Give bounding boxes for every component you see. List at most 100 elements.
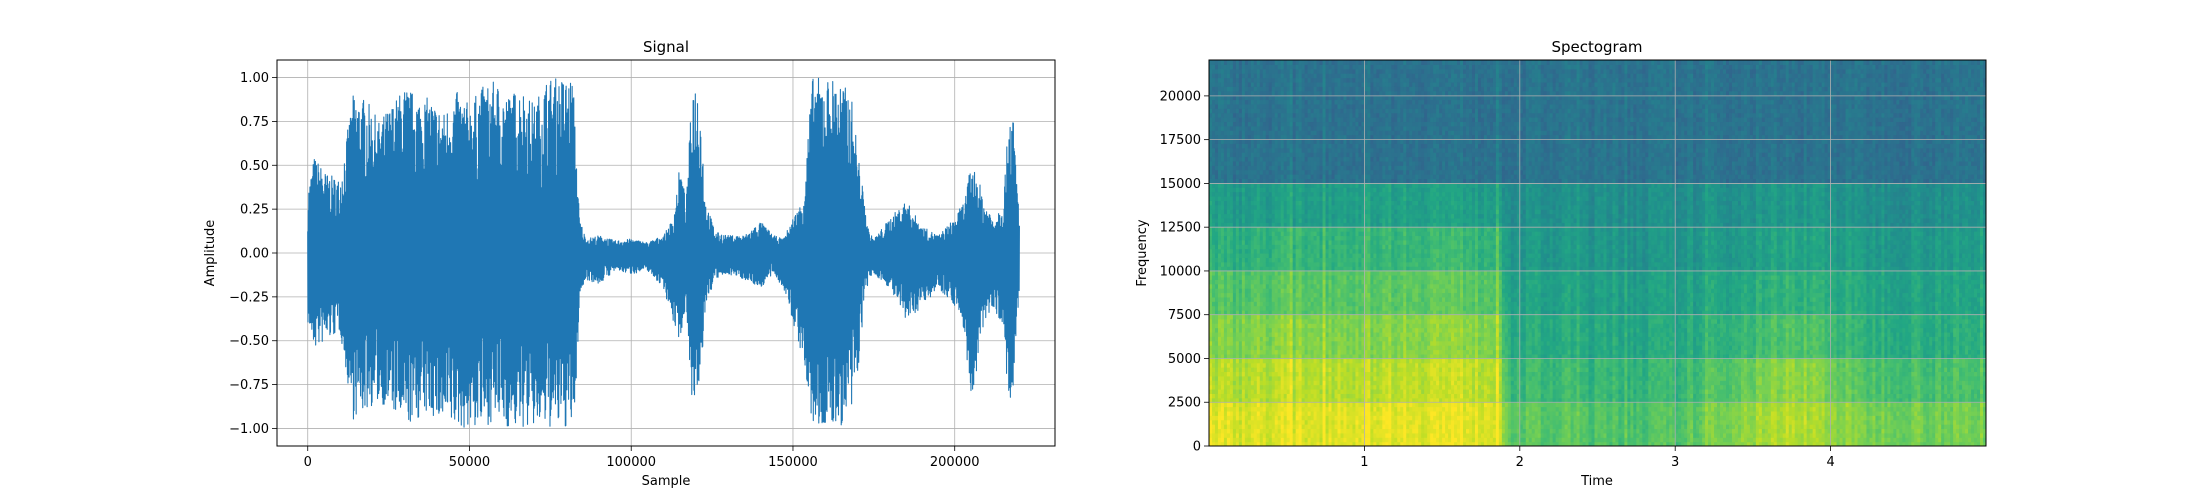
spectrogram-cell [1274, 314, 1279, 320]
spectrogram-cell [1247, 301, 1252, 307]
spectrogram-cell [1295, 130, 1300, 136]
spectrogram-cell [1268, 86, 1273, 92]
spectrogram-cell [1229, 274, 1234, 280]
spectrogram-cell [1271, 253, 1276, 258]
spectrogram-cell [1304, 349, 1309, 355]
spectrogram-cell [1226, 432, 1231, 438]
spectrogram-cell [1235, 248, 1240, 254]
spectrogram-cell [1292, 182, 1297, 188]
spectrogram-cell [1295, 314, 1300, 320]
spectrogram-cell [1319, 432, 1324, 438]
spectrogram-cell [1301, 253, 1306, 258]
spectrogram-cell [1298, 353, 1303, 359]
spectrogram-cell [1211, 257, 1216, 263]
spectrogram-cell [1304, 121, 1309, 127]
spectrogram-cell [1313, 257, 1318, 263]
spectrogram-cell [1277, 103, 1282, 109]
spectrogram-cell [1319, 384, 1324, 390]
spectrogram-cell [1295, 441, 1300, 446]
spectrogram-cell [1235, 125, 1240, 131]
spectrogram-cell [1235, 397, 1240, 403]
spectrogram-cell [1277, 231, 1282, 237]
spectrogram-cell [1256, 301, 1261, 307]
spectrogram-cell [1223, 187, 1228, 193]
spectrogram-cell [1247, 318, 1252, 324]
spectrogram-cell [1301, 310, 1306, 316]
spectrogram-cell [1328, 270, 1333, 276]
spectrogram-cell [1337, 419, 1342, 425]
spectrogram-cell [1337, 270, 1342, 276]
spectrogram-cell [1298, 393, 1303, 399]
spectrogram-cell [1259, 160, 1264, 166]
spectrogram-cell [1331, 345, 1336, 351]
spectrogram-cell [1307, 349, 1312, 355]
spectrogram-cell [1256, 95, 1261, 101]
spectrogram-cell [1340, 143, 1345, 149]
spectrogram-cell [1241, 301, 1246, 307]
spectrogram-cell [1298, 367, 1303, 373]
spectrogram-cell [1256, 108, 1261, 114]
spectrogram-cell [1274, 138, 1279, 144]
spectrogram-cell [1259, 73, 1264, 79]
spectrogram-cell [1247, 314, 1252, 320]
spectrogram-cell [1325, 367, 1330, 373]
spectrogram-cell [1286, 99, 1291, 105]
spectrogram-cell [1226, 388, 1231, 394]
spectrogram-cell [1217, 169, 1222, 175]
spectrogram-cell [1286, 200, 1291, 206]
spectrogram-cell [1283, 340, 1288, 346]
spectrogram-cell [1250, 64, 1255, 70]
spectrogram-cell [1268, 305, 1273, 311]
spectrogram-cell [1244, 345, 1249, 351]
spectrogram-cell [1235, 331, 1240, 337]
spectrogram-cell [1229, 226, 1234, 232]
spectrogram-cell [1262, 340, 1267, 346]
spectrogram-cell [1232, 147, 1237, 153]
spectrogram-cell [1262, 73, 1267, 79]
spectrogram-cell [1238, 296, 1243, 302]
spectrogram-cell [1313, 336, 1318, 342]
spectrogram-cell [1211, 437, 1216, 443]
spectrogram-cell [1292, 274, 1297, 280]
spectrogram-cell [1253, 310, 1258, 316]
spectrogram-cell [1229, 261, 1234, 267]
spectrogram-cell [1217, 406, 1222, 412]
spectrogram-cell [1229, 266, 1234, 272]
spectrogram-cell [1238, 64, 1243, 70]
spectrogram-cell [1292, 200, 1297, 206]
spectrogram-cell [1298, 178, 1303, 184]
spectrogram-cell [1253, 283, 1258, 289]
spectrogram-cell [1325, 209, 1330, 215]
spectrogram-cell [1217, 108, 1222, 114]
spectrogram-cell [1220, 117, 1225, 123]
spectrogram-cell [1310, 103, 1315, 109]
spectrogram-cell [1304, 257, 1309, 263]
spectrogram-cell [1301, 410, 1306, 416]
spectrogram-cell [1316, 187, 1321, 193]
spectrogram-cell [1217, 209, 1222, 215]
spectrogram-cell [1301, 432, 1306, 438]
spectrogram-cell [1316, 279, 1321, 285]
spectrogram-cell [1319, 428, 1324, 434]
spectrogram-cell [1331, 217, 1336, 223]
spectrogram-cell [1304, 266, 1309, 272]
spectrogram-cell [1295, 112, 1300, 118]
spectrogram-cell [1322, 125, 1327, 131]
spectrogram-cell [1280, 138, 1285, 144]
spectrogram-cell [1292, 169, 1297, 175]
spectrogram-cell [1313, 283, 1318, 289]
spectrogram-cell [1340, 336, 1345, 342]
spectrogram-cell [1223, 397, 1228, 403]
spectrogram-cell [1259, 64, 1264, 70]
spectrogram-cell [1238, 99, 1243, 105]
spectrogram-cell [1340, 134, 1345, 140]
spectrogram-cell [1301, 60, 1306, 65]
spectrogram-cell [1250, 121, 1255, 127]
spectrogram-cell [1209, 288, 1213, 294]
spectrogram-cell [1214, 367, 1219, 373]
spectrogram-cell [1214, 108, 1219, 114]
spectrogram-cell [1298, 292, 1303, 298]
spectrogram-cell [1271, 428, 1276, 434]
spectrogram-cell [1337, 331, 1342, 337]
spectrogram-cell [1286, 165, 1291, 171]
